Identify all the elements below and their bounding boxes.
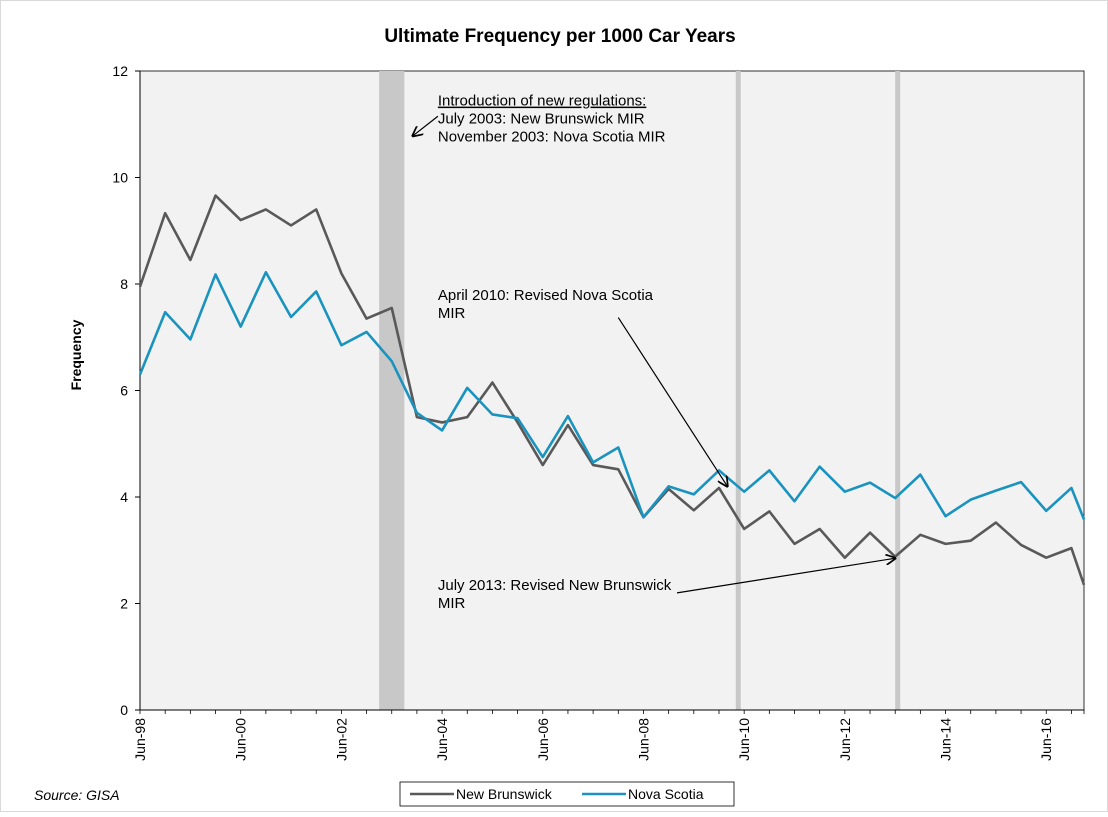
x-tick-label: Jun-04	[434, 718, 450, 761]
legend: New Brunswick Nova Scotia	[399, 781, 735, 807]
annotation-text-regulations: July 2003: New Brunswick MIR	[438, 111, 645, 128]
series-layer	[138, 194, 1086, 586]
annotation-text-nova-scotia-2010: MIR	[438, 305, 466, 322]
y-axis-label: Frequency	[68, 319, 84, 390]
legend-label-new-brunswick: New Brunswick	[456, 786, 553, 802]
annotations: Introduction of new regulations:July 200…	[413, 93, 895, 612]
band-0	[379, 71, 405, 710]
annotation-arrow-new-brunswick-2013	[676, 558, 895, 594]
annotation-arrow-regulations	[413, 115, 439, 136]
y-tick-label: 2	[120, 596, 128, 612]
source-note: Source: GISA	[34, 787, 120, 803]
x-tick-label: Jun-98	[132, 718, 148, 761]
x-tick-label: Jun-00	[233, 718, 249, 761]
x-axis: Jun-98 Jun-00 Jun-02 Jun-04 Jun-06 Jun-08 Jun-…	[132, 709, 1085, 761]
annotation-text-new-brunswick-2013: July 2013: Revised New Brunswick	[438, 577, 672, 594]
x-tick-label: Jun-14	[938, 718, 954, 761]
annotation-text-new-brunswick-2013: MIR	[438, 595, 466, 612]
y-tick-label: 12	[112, 63, 128, 79]
chart-title: Ultimate Frequency per 1000 Car Years	[384, 26, 735, 47]
x-tick-label: Jun-12	[837, 718, 853, 761]
x-tick-label: Jun-10	[736, 718, 752, 761]
y-tick-label: 6	[120, 383, 128, 399]
y-tick-label: 0	[120, 702, 128, 718]
regulation-bands	[379, 71, 901, 710]
legend-box	[399, 781, 735, 807]
band-2	[895, 71, 901, 710]
y-axis: 0 2 4 6 8 10 12	[112, 63, 141, 718]
x-tick-label: Jun-08	[635, 718, 651, 761]
y-tick-label: 4	[120, 489, 128, 505]
annotation-text-regulations: November 2003: Nova Scotia MIR	[438, 129, 666, 146]
plot-area	[139, 70, 1085, 711]
annotation-arrow-nova-scotia-2010	[617, 317, 727, 487]
legend-label-nova-scotia: Nova Scotia	[628, 786, 704, 802]
series-line-new-brunswick	[138, 194, 1086, 586]
series-line-nova-scotia	[138, 270, 1086, 520]
x-tick-label: Jun-02	[333, 718, 349, 761]
x-tick-label: Jun-16	[1038, 718, 1054, 761]
y-tick-label: 8	[120, 276, 128, 292]
band-1	[735, 71, 741, 710]
y-tick-label: 10	[112, 170, 128, 186]
annotation-text-regulations: Introduction of new regulations:	[438, 93, 646, 110]
annotation-text-nova-scotia-2010: April 2010: Revised Nova Scotia	[438, 287, 654, 304]
x-tick-label: Jun-06	[535, 718, 551, 761]
